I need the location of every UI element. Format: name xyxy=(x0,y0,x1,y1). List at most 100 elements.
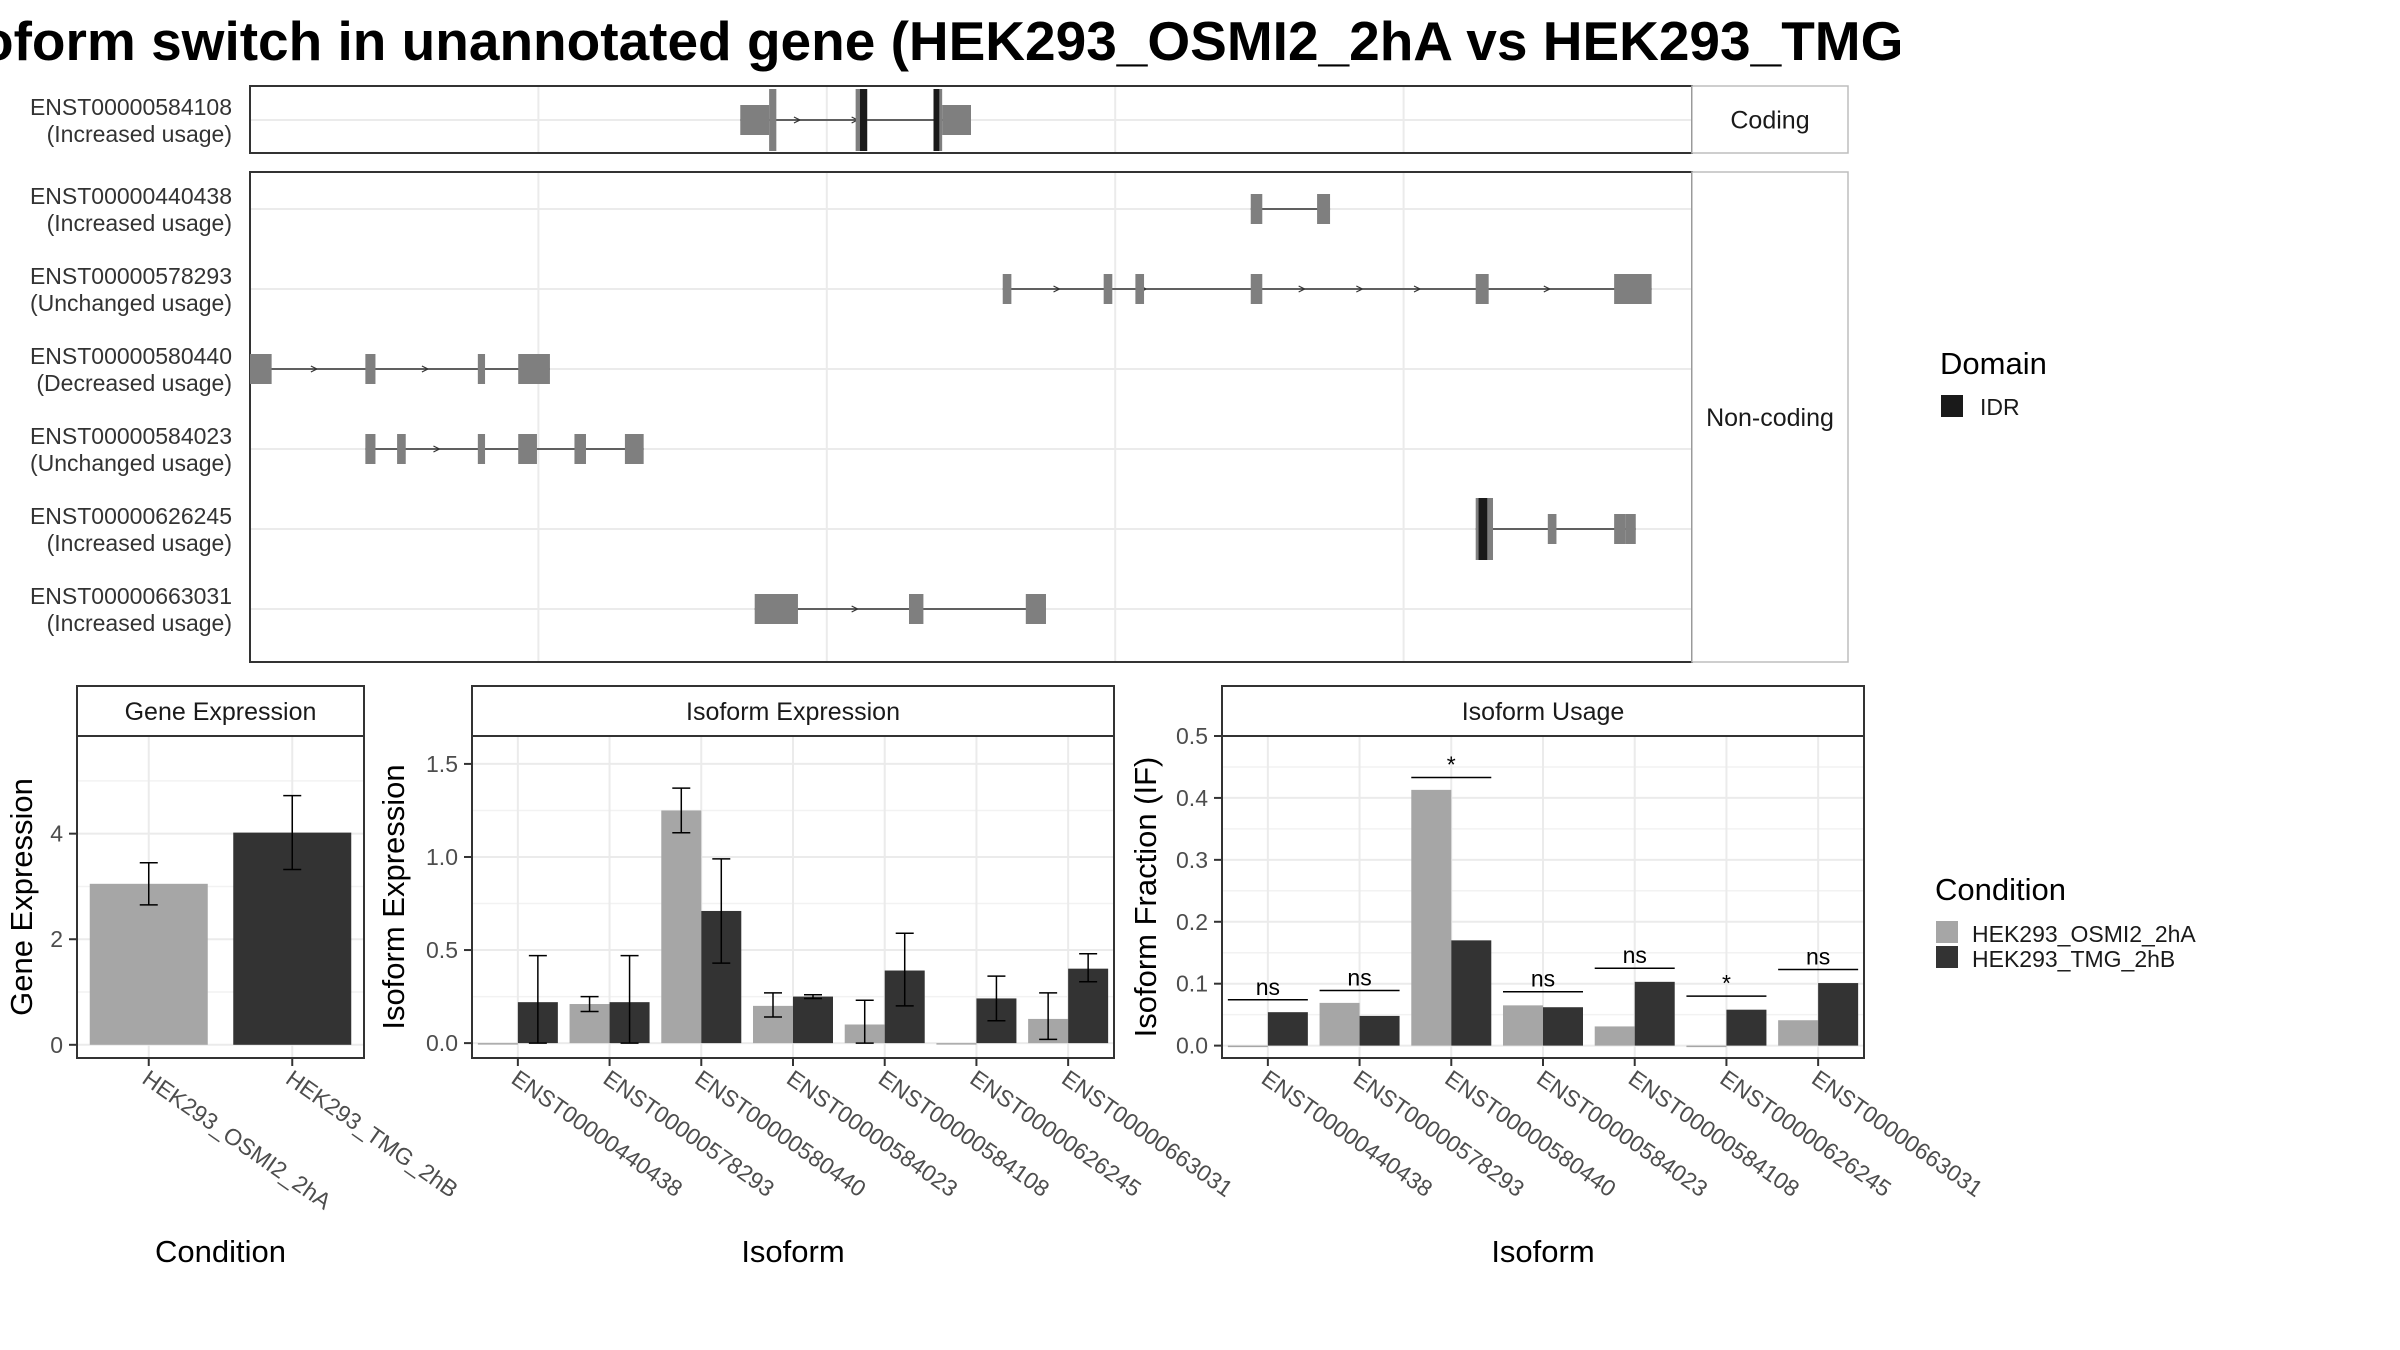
panel-strip-title: Isoform Usage xyxy=(1462,698,1625,726)
legend-key-condition xyxy=(1936,921,1958,943)
bar xyxy=(477,1043,518,1045)
isoform-id-label: ENST00000440438 xyxy=(30,183,232,209)
x-tick-label: ENST00000584108 xyxy=(1624,1065,1804,1202)
utr-exon xyxy=(1025,594,1046,624)
isoform-track: ENST00000580440(Decreased usage) xyxy=(30,343,550,396)
y-tick-label: 1.5 xyxy=(426,751,458,777)
isoform-structure-panel: CodingNon-codingENST00000584108(Increase… xyxy=(30,85,1849,663)
bar xyxy=(1411,789,1452,1046)
utr-exon xyxy=(1250,274,1263,304)
isoform-id-label: ENST00000580440 xyxy=(30,343,232,369)
y-tick-label: 0.4 xyxy=(1176,785,1208,811)
coding-exon xyxy=(769,89,777,151)
bar xyxy=(1778,1020,1819,1046)
y-tick-label: 0.5 xyxy=(426,937,458,963)
idr-domain xyxy=(859,89,868,151)
bar xyxy=(661,810,702,1044)
y-tick-label: 0.3 xyxy=(1176,847,1208,873)
bar xyxy=(1227,1045,1268,1048)
bar xyxy=(1686,1045,1727,1048)
isoform-track: ENST00000626245(Increased usage) xyxy=(30,498,1636,560)
y-tick-label: 0.2 xyxy=(1176,909,1208,935)
bar xyxy=(1543,1007,1583,1046)
isoform-usage-label: (Decreased usage) xyxy=(36,370,232,396)
isoform-usage-label: (Unchanged usage) xyxy=(30,450,232,476)
utr-exon xyxy=(365,354,376,384)
isoform-track: ENST00000578293(Unchanged usage) xyxy=(30,263,1652,316)
x-axis-title: Condition xyxy=(155,1234,286,1269)
structure-facet-bg xyxy=(250,172,1692,662)
x-tick-label: ENST00000580440 xyxy=(1440,1065,1620,1202)
x-tick-label: ENST00000578293 xyxy=(599,1065,779,1202)
isoform-usage-label: (Increased usage) xyxy=(47,121,232,147)
utr-exon xyxy=(477,434,486,464)
significance-label: ns xyxy=(1623,942,1647,968)
utr-exon xyxy=(250,354,272,384)
legends: Domain IDR Condition HEK293_OSMI2_2hAHEK293… xyxy=(1935,346,2196,972)
isoform-usage-label: (Increased usage) xyxy=(47,610,232,636)
x-tick-label: ENST00000626245 xyxy=(966,1065,1146,1202)
significance-label: ns xyxy=(1347,965,1371,991)
utr-exon xyxy=(518,354,550,384)
utr-exon xyxy=(624,434,644,464)
utr-exon xyxy=(397,434,406,464)
panel-strip-title: Gene Expression xyxy=(125,698,317,726)
significance-label: ns xyxy=(1256,974,1280,1000)
y-tick-label: 2 xyxy=(50,926,63,952)
bar xyxy=(1634,981,1675,1046)
panel-strip-title: Isoform Expression xyxy=(686,698,900,726)
isoform-id-label: ENST00000663031 xyxy=(30,583,232,609)
isoform-id-label: ENST00000584023 xyxy=(30,423,232,449)
strand-arrow xyxy=(1356,285,1364,293)
y-tick-label: 4 xyxy=(50,821,63,847)
idr-domain xyxy=(933,89,940,151)
panel-strip xyxy=(471,685,1115,737)
strand-arrow xyxy=(851,605,859,613)
y-axis-title: Gene Expression xyxy=(4,778,39,1016)
utr-exon xyxy=(1625,514,1636,544)
facet-strip xyxy=(1691,171,1849,663)
bar xyxy=(936,1043,977,1045)
idr-domain xyxy=(1478,498,1488,560)
bar xyxy=(1267,1012,1308,1046)
utr-exon xyxy=(942,105,971,135)
bar xyxy=(1726,1009,1767,1046)
strand-arrow xyxy=(1053,285,1061,293)
utr-exon xyxy=(1614,514,1626,544)
significance-label: ns xyxy=(1806,943,1830,969)
isoform-track: ENST00000584108(Increased usage) xyxy=(30,89,971,151)
utr-exon xyxy=(477,354,486,384)
condition-legend-title: Condition xyxy=(1935,872,2066,907)
panel-strip xyxy=(1221,685,1865,737)
utr-exon xyxy=(365,434,376,464)
y-axis-title: Isoform Expression xyxy=(376,764,411,1029)
facet-strip xyxy=(1691,85,1849,154)
isoform-usage-label: (Increased usage) xyxy=(47,210,232,236)
bar xyxy=(1594,1026,1635,1046)
y-tick-label: 0.1 xyxy=(1176,971,1208,997)
y-tick-label: 0.0 xyxy=(1176,1033,1208,1059)
isoform-id-label: ENST00000578293 xyxy=(30,263,232,289)
isoform-expression-panel: Isoform Expression 0.0 0.5 1.0 1.5 ENST000004… xyxy=(376,685,1238,1269)
y-axis-title: Isoform Fraction (IF) xyxy=(1128,757,1163,1038)
x-tick-label: ENST00000663031 xyxy=(1807,1065,1987,1202)
x-tick-label: ENST00000578293 xyxy=(1349,1065,1529,1202)
utr-exon xyxy=(754,594,798,624)
domain-legend-title: Domain xyxy=(1940,346,2047,381)
isoform-usage-panel: Isoform Usage ns ns * ns ns * ns 0.0 0.1 0.2 0.3 0.4… xyxy=(1128,685,1988,1269)
x-tick-label: ENST00000584023 xyxy=(1532,1065,1712,1202)
utr-exon xyxy=(1614,274,1652,304)
x-tick-label: ENST00000663031 xyxy=(1057,1065,1237,1202)
strand-arrow xyxy=(1298,285,1307,293)
bar xyxy=(1503,1005,1543,1046)
x-tick-label: ENST00000580440 xyxy=(690,1065,870,1202)
x-axis-title: Isoform xyxy=(741,1234,844,1269)
isoform-usage-label: (Unchanged usage) xyxy=(30,290,232,316)
isoform-id-label: ENST00000584108 xyxy=(30,94,232,120)
panel-frame xyxy=(76,735,365,1059)
domain-legend-label: IDR xyxy=(1980,394,2020,420)
bar xyxy=(1451,940,1492,1046)
facet-strip-label: Coding xyxy=(1730,107,1809,135)
strand-arrow xyxy=(310,365,319,373)
